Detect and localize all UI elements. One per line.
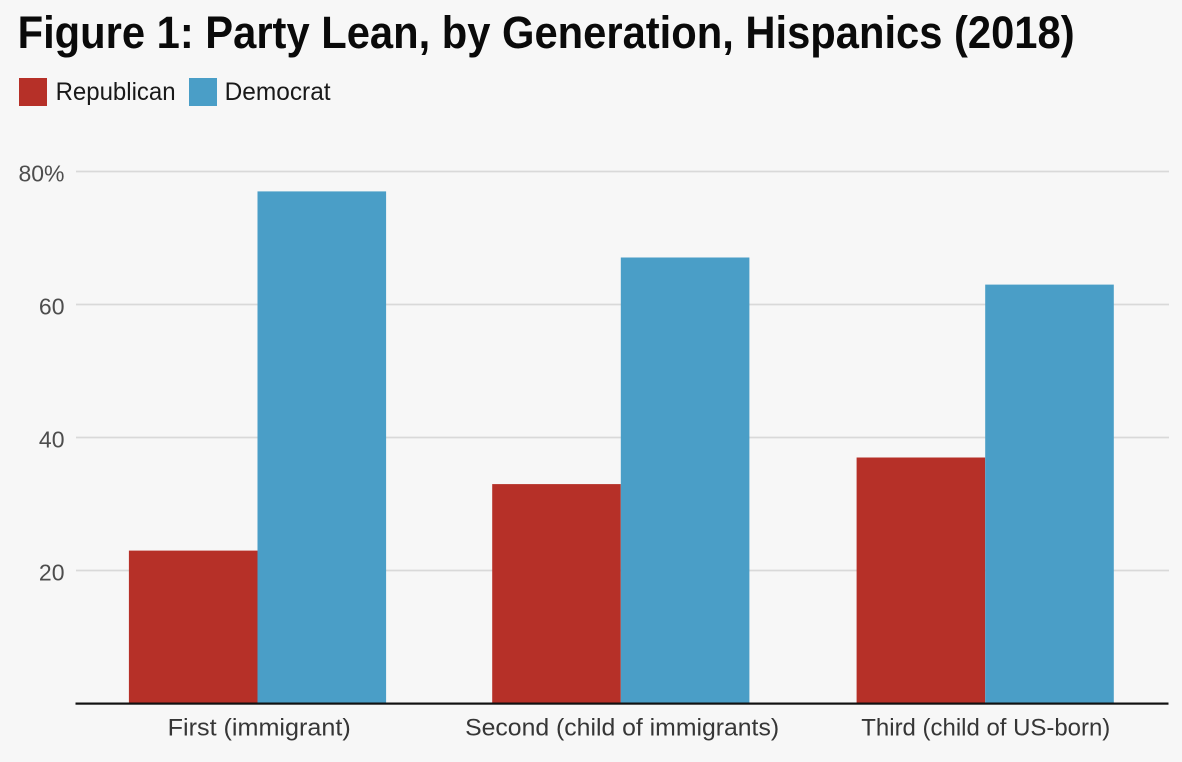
- svg-text:Democrat: Democrat: [225, 78, 331, 106]
- svg-text:20: 20: [39, 559, 65, 585]
- svg-text:Second (child of immigrants): Second (child of immigrants): [465, 715, 779, 742]
- svg-text:60: 60: [39, 293, 65, 319]
- svg-text:Republican: Republican: [56, 78, 176, 106]
- svg-text:Third (child of US-born): Third (child of US-born): [861, 715, 1110, 742]
- svg-text:80%: 80%: [18, 160, 64, 186]
- svg-text:Figure 1: Party Lean, by Gener: Figure 1: Party Lean, by Generation, His…: [18, 7, 1075, 58]
- svg-text:40: 40: [39, 426, 65, 452]
- svg-text:First (immigrant): First (immigrant): [168, 715, 351, 742]
